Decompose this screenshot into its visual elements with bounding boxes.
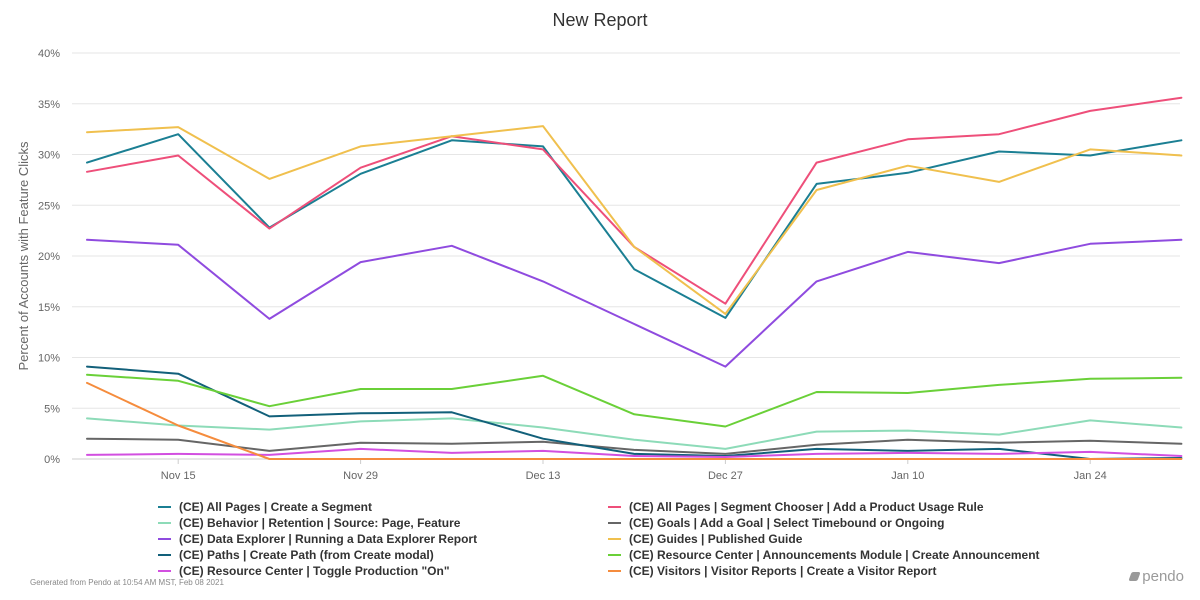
legend-label: (CE) Guides | Published Guide: [629, 532, 803, 546]
series-lines: [86, 96, 1183, 460]
x-tick-label: Nov 15: [161, 470, 196, 482]
legend-swatch: [158, 506, 171, 508]
y-tick-label: 30%: [38, 150, 60, 162]
legend-item[interactable]: (CE) All Pages | Create a Segment: [158, 500, 372, 514]
x-tick-label: Jan 24: [1074, 470, 1107, 482]
legend-swatch: [608, 506, 621, 508]
series-line[interactable]: [86, 365, 1183, 460]
series-line[interactable]: [86, 125, 1183, 315]
legend-swatch: [158, 554, 171, 556]
line-chart: 0% 5% 10% 15% 20% 25% 30% 35% 40% Percent of Acco…: [16, 48, 1183, 482]
footer-note: Generated from Pendo at 10:54 AM MST, Fe…: [30, 578, 224, 587]
pendo-logo-text: pendo: [1142, 568, 1184, 585]
legend-item[interactable]: (CE) Guides | Published Guide: [608, 532, 802, 546]
axes: 0% 5% 10% 15% 20% 25% 30% 35% 40% Percent of Acco…: [16, 48, 1107, 482]
legend-swatch: [608, 554, 621, 556]
x-tick-label: Dec 13: [526, 470, 561, 482]
legend-label: (CE) All Pages | Create a Segment: [179, 500, 372, 514]
legend-label: (CE) Visitors | Visitor Reports | Create…: [629, 564, 937, 578]
series-line[interactable]: [86, 133, 1183, 319]
legend-swatch: [158, 522, 171, 524]
legend-item[interactable]: (CE) Visitors | Visitor Reports | Create…: [608, 564, 936, 578]
legend-item[interactable]: (CE) Resource Center | Toggle Production…: [158, 564, 450, 578]
legend-swatch: [608, 522, 621, 524]
y-tick-label: 40%: [38, 48, 60, 60]
y-tick-label: 5%: [44, 403, 60, 415]
legend-label: (CE) Resource Center | Announcements Mod…: [629, 548, 1040, 562]
legend-swatch: [158, 570, 171, 572]
y-tick-label: 20%: [38, 251, 60, 263]
series-line[interactable]: [86, 373, 1183, 428]
legend-label: (CE) Resource Center | Toggle Production…: [179, 564, 450, 578]
series-line[interactable]: [86, 447, 1183, 458]
legend-item[interactable]: (CE) Paths | Create Path (from Create mo…: [158, 548, 434, 562]
x-tick-label: Nov 29: [343, 470, 378, 482]
x-tick-label: Dec 27: [708, 470, 743, 482]
legend-label: (CE) Data Explorer | Running a Data Expl…: [179, 532, 478, 546]
legend-swatch: [608, 538, 621, 540]
series-line[interactable]: [86, 381, 1183, 460]
series-line[interactable]: [86, 96, 1183, 305]
legend-item[interactable]: (CE) Behavior | Retention | Source: Page…: [158, 516, 460, 530]
y-tick-label: 10%: [38, 353, 60, 365]
legend-item[interactable]: (CE) Goals | Add a Goal | Select Timebou…: [608, 516, 944, 530]
y-tick-label: 25%: [38, 200, 60, 212]
legend-item[interactable]: (CE) All Pages | Segment Chooser | Add a…: [608, 500, 984, 514]
legend-label: (CE) Behavior | Retention | Source: Page…: [179, 516, 461, 530]
legend-label: (CE) All Pages | Segment Chooser | Add a…: [629, 500, 984, 514]
legend-item[interactable]: (CE) Resource Center | Announcements Mod…: [608, 548, 1040, 562]
legend-swatch: [608, 570, 621, 572]
series-line[interactable]: [86, 417, 1183, 450]
pendo-logo-icon: [1128, 572, 1141, 581]
y-tick-label: 35%: [38, 99, 60, 111]
x-tick-label: Jan 10: [891, 470, 924, 482]
legend-label: (CE) Paths | Create Path (from Create mo…: [179, 548, 434, 562]
y-axis-label: Percent of Accounts with Feature Clicks: [16, 141, 31, 371]
legend-item[interactable]: (CE) Data Explorer | Running a Data Expl…: [158, 532, 477, 546]
series-line[interactable]: [86, 238, 1183, 368]
chart-title: New Report: [552, 10, 648, 30]
legend-label: (CE) Goals | Add a Goal | Select Timebou…: [629, 516, 945, 530]
pendo-logo: pendo: [1128, 568, 1184, 585]
series-line[interactable]: [86, 437, 1183, 455]
y-tick-label: 0%: [44, 454, 60, 466]
legend-swatch: [158, 538, 171, 540]
y-tick-label: 15%: [38, 302, 60, 314]
